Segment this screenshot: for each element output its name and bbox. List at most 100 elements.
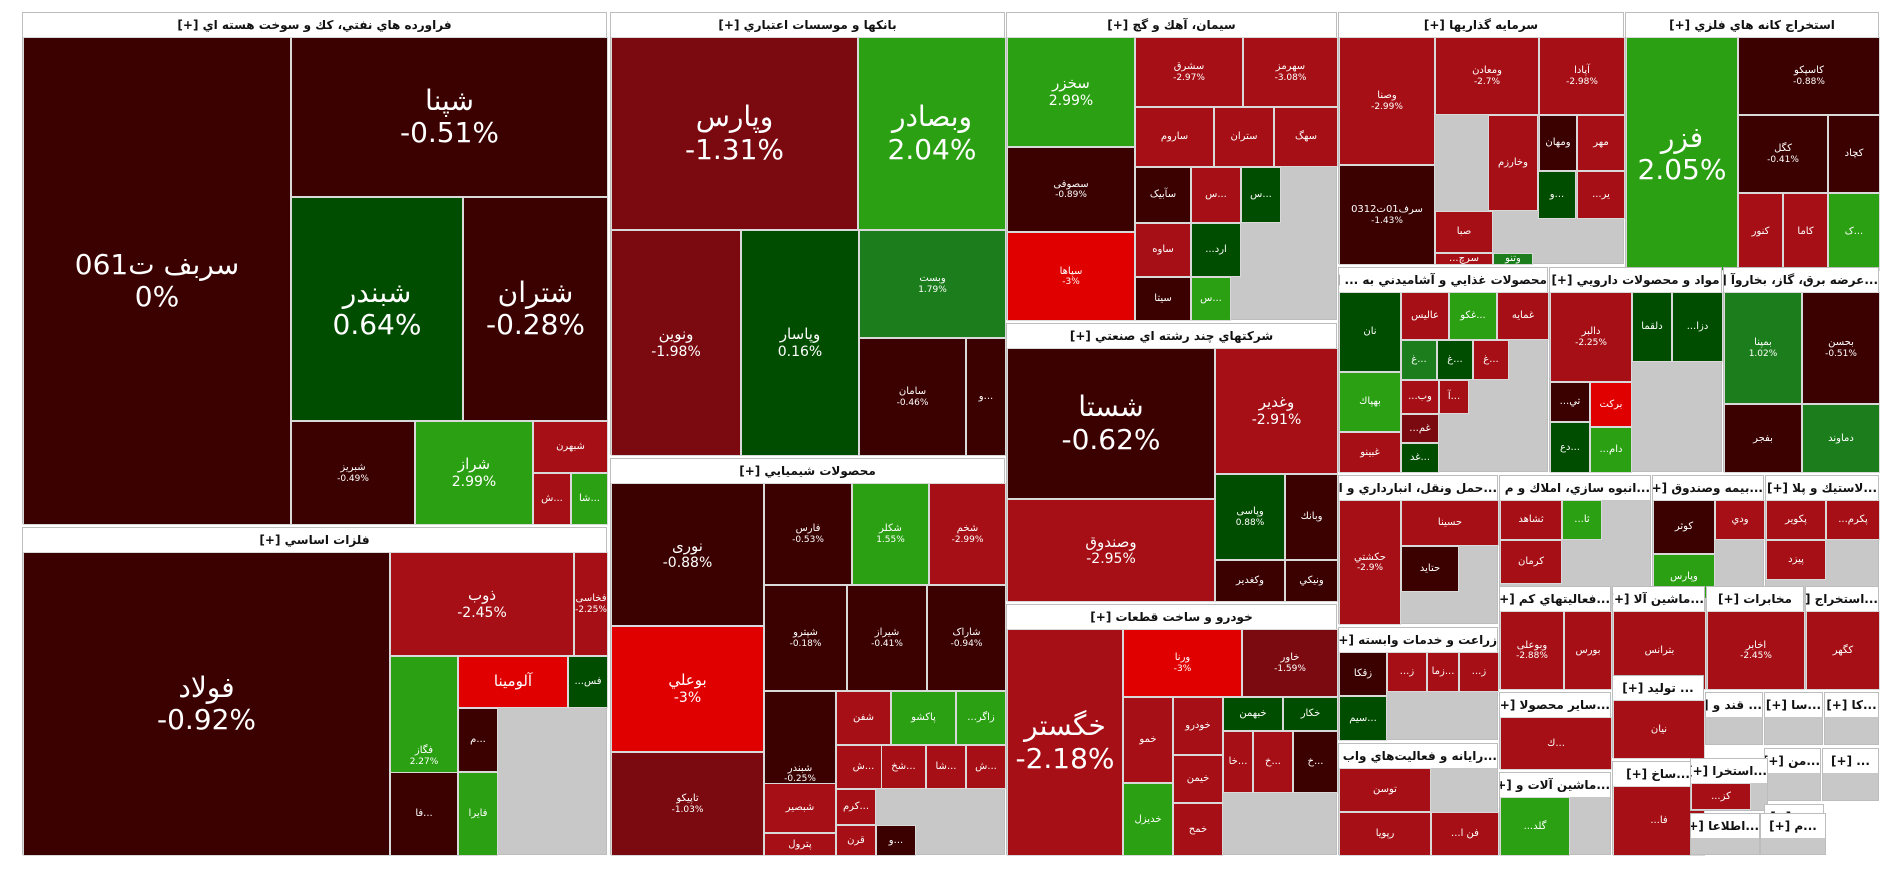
stock-tile[interactable]: بوعلي -3% [611, 626, 764, 752]
stock-tile[interactable]: حتايد [1401, 546, 1459, 592]
sector-header[interactable]: مخابرات [+] [1707, 587, 1803, 611]
stock-tile[interactable]: زما... [1427, 652, 1459, 692]
stock-tile[interactable]: بركت [1590, 382, 1632, 427]
stock-tile[interactable]: وپاسار 0.16% [741, 230, 859, 456]
stock-tile[interactable]: سربف ت061 0% [23, 37, 291, 525]
stock-tile[interactable]: صبا [1435, 211, 1493, 253]
stock-tile[interactable]: ...تي [1550, 382, 1590, 422]
stock-tile[interactable]: كرم... [836, 789, 876, 825]
stock-tile[interactable]: خودرو [1173, 697, 1223, 755]
stock-tile[interactable]: غكو... [1449, 292, 1497, 340]
stock-tile[interactable]: بهپاك [1339, 372, 1401, 432]
stock-tile[interactable]: فخاسی -2.25% [574, 552, 608, 656]
stock-tile[interactable]: کگهر [1806, 611, 1880, 690]
stock-tile[interactable]: پاكشو [891, 691, 956, 745]
stock-tile[interactable]: وبانك [1285, 474, 1338, 560]
stock-tile[interactable]: وكغدير [1215, 560, 1285, 602]
stock-tile[interactable]: ...ز [1387, 652, 1427, 692]
stock-tile[interactable]: غ... [1437, 340, 1473, 380]
stock-tile[interactable]: سرف01ت0312 -1.43% [1339, 165, 1435, 265]
stock-tile[interactable]: فا... [390, 772, 458, 856]
stock-tile[interactable]: پترول [764, 833, 836, 856]
stock-tile[interactable]: شبندر 0.64% [291, 197, 463, 421]
sector-header[interactable]: محصولات شيميايي [+] [611, 459, 1004, 483]
stock-tile[interactable]: شبهرن [533, 421, 608, 473]
stock-tile[interactable]: غد... [1401, 443, 1439, 473]
stock-tile[interactable]: وبوعلی -2.88% [1500, 611, 1564, 690]
stock-tile[interactable]: ...وب [1401, 380, 1439, 414]
stock-tile[interactable]: س... [1191, 167, 1241, 223]
stock-tile[interactable]: آلومينا [458, 656, 568, 708]
sector-header[interactable]: فراورده هاي نفتي، كك و سوخت هسته اي [+] [23, 13, 606, 37]
sector-header[interactable]: ...لاستيك و پلا [+] [1766, 476, 1878, 500]
stock-tile[interactable]: بمپنا 1.02% [1724, 292, 1802, 404]
stock-tile[interactable]: نوری -0.88% [611, 483, 764, 626]
sector-header[interactable]: استخراج كانه هاي فلزي [+] [1626, 13, 1878, 37]
sector-header[interactable]: ...فعاليتهاي كم [+] [1500, 587, 1610, 611]
stock-tile[interactable]: ودي [1715, 500, 1765, 540]
sector-header[interactable]: ...استخرا [+] [1691, 759, 1767, 783]
stock-tile[interactable]: آپادا -2.98% [1539, 37, 1625, 115]
stock-tile[interactable]: بحسن -0.51% [1802, 292, 1880, 404]
sector-header[interactable]: ...انبوه سازي، املاك و م [+] [1500, 476, 1650, 500]
stock-tile[interactable]: ساروم [1135, 107, 1214, 167]
stock-tile[interactable]: ش... [966, 745, 1006, 789]
stock-tile[interactable]: سپاها -3% [1007, 232, 1135, 321]
stock-tile[interactable]: وتنو [1493, 253, 1533, 265]
stock-tile[interactable]: کنور [1738, 193, 1783, 271]
sector-header[interactable]: مواد و محصولات دارويي [+] [1550, 268, 1721, 292]
stock-tile[interactable]: ذوب -2.45% [390, 552, 574, 656]
stock-tile[interactable]: حسينا [1401, 500, 1499, 546]
stock-tile[interactable]: شراز 2.99% [415, 421, 533, 525]
stock-tile[interactable]: شبصير [764, 783, 836, 833]
sector-header[interactable]: ...ماشين آلات و [+] [1500, 773, 1610, 797]
sector-header[interactable]: ...اطلاعا [+] [1691, 814, 1759, 838]
sector-header[interactable]: محصولات غذايي و آشاميدني به ... [+] [1339, 268, 1547, 292]
sector-header[interactable]: ...ماشين آلا [+] [1613, 587, 1704, 611]
stock-tile[interactable]: س... [1191, 277, 1231, 321]
stock-tile[interactable]: پكوير [1766, 500, 1826, 540]
stock-tile[interactable]: رپويا [1339, 812, 1431, 856]
stock-tile[interactable]: توسن [1339, 768, 1431, 812]
sector-header[interactable]: ...بيمه وصندوق [+] [1653, 476, 1763, 500]
stock-tile[interactable]: وغدير -2.91% [1215, 348, 1338, 474]
stock-tile[interactable]: شپنا -0.51% [291, 37, 608, 197]
stock-tile[interactable]: شستا -0.62% [1007, 348, 1215, 499]
stock-tile[interactable]: نان [1339, 292, 1401, 372]
stock-tile[interactable]: ثشاهد [1500, 500, 1562, 540]
stock-tile[interactable]: شاراک -0.94% [927, 585, 1006, 691]
stock-tile[interactable]: خمو [1123, 697, 1173, 783]
sector-header[interactable]: سيمان، آهك و گچ [+] [1007, 13, 1336, 37]
sector-header[interactable]: ...استخراج [+] [1806, 587, 1878, 611]
stock-tile[interactable]: فايرا [458, 772, 498, 856]
stock-tile[interactable]: سامان -0.46% [859, 338, 966, 456]
stock-tile[interactable]: ...دزا [1672, 292, 1723, 362]
stock-tile[interactable]: سشرق -2.97% [1135, 37, 1243, 107]
stock-tile[interactable]: سصوفی -0.89% [1007, 147, 1135, 232]
stock-tile[interactable]: ...ثا [1562, 500, 1602, 540]
stock-tile[interactable]: بورس [1564, 611, 1612, 690]
sector-header[interactable]: شركتهاي چند رشته اي صنعتي [+] [1007, 324, 1336, 348]
stock-tile[interactable]: غ... [1473, 340, 1509, 380]
stock-tile[interactable]: وصنا -2.99% [1339, 37, 1435, 165]
stock-tile[interactable]: شتران -0.28% [463, 197, 608, 421]
stock-tile[interactable]: کاسپکو -0.88% [1738, 37, 1880, 115]
stock-tile[interactable]: شا... [926, 745, 966, 789]
sector-header[interactable]: ...ساخ [+] [1613, 762, 1703, 786]
stock-tile[interactable]: شفن [836, 691, 891, 745]
stock-tile[interactable]: س... [1241, 167, 1281, 223]
stock-tile[interactable]: ...پكرم [1826, 500, 1880, 540]
stock-tile[interactable]: ونوين -1.98% [611, 230, 741, 456]
sector-header[interactable]: ...كا [+] [1825, 693, 1878, 717]
stock-tile[interactable]: خبهمن [1223, 697, 1283, 731]
stock-tile[interactable]: ...فن ا [1431, 812, 1499, 856]
sector-header[interactable]: ... قند و [+] [1706, 693, 1762, 717]
stock-tile[interactable]: و... [876, 825, 916, 856]
stock-tile[interactable]: فزر 2.05% [1626, 37, 1738, 271]
sector-header[interactable]: زراعت و خدمات وابسته [+] [1339, 628, 1497, 652]
stock-tile[interactable]: آ... [1439, 380, 1469, 414]
sector-header[interactable]: ...حمل ونقل، انبارداري و ار [+] [1339, 476, 1497, 500]
stock-tile[interactable]: وخارزم [1488, 115, 1538, 211]
stock-tile[interactable]: کاما [1783, 193, 1828, 271]
stock-tile[interactable]: ومهان [1539, 115, 1577, 171]
